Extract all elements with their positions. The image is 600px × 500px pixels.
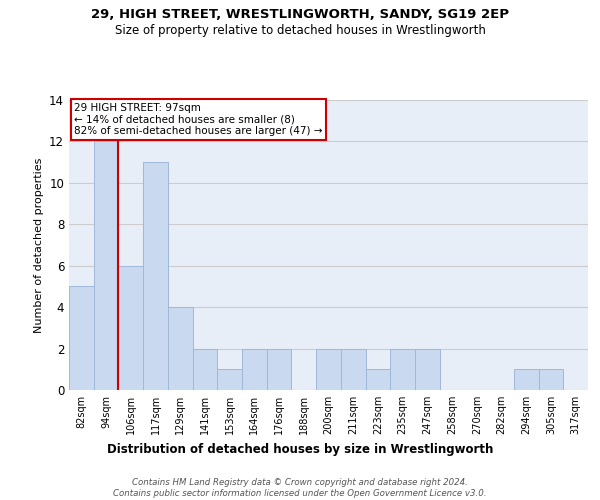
Bar — [365, 370, 390, 390]
Text: 29, HIGH STREET, WRESTLINGWORTH, SANDY, SG19 2EP: 29, HIGH STREET, WRESTLINGWORTH, SANDY, … — [91, 8, 509, 20]
Bar — [267, 348, 292, 390]
Bar — [514, 370, 539, 390]
Bar — [390, 348, 415, 390]
Bar — [168, 307, 193, 390]
Bar — [118, 266, 143, 390]
Bar — [341, 348, 365, 390]
Text: 29 HIGH STREET: 97sqm
← 14% of detached houses are smaller (8)
82% of semi-detac: 29 HIGH STREET: 97sqm ← 14% of detached … — [74, 103, 323, 136]
Bar — [316, 348, 341, 390]
Text: Size of property relative to detached houses in Wrestlingworth: Size of property relative to detached ho… — [115, 24, 485, 37]
Bar — [217, 370, 242, 390]
Text: Distribution of detached houses by size in Wrestlingworth: Distribution of detached houses by size … — [107, 442, 493, 456]
Bar — [242, 348, 267, 390]
Text: Contains HM Land Registry data © Crown copyright and database right 2024.
Contai: Contains HM Land Registry data © Crown c… — [113, 478, 487, 498]
Bar — [415, 348, 440, 390]
Bar — [193, 348, 217, 390]
Bar — [69, 286, 94, 390]
Bar — [143, 162, 168, 390]
Bar — [94, 142, 118, 390]
Bar — [539, 370, 563, 390]
Y-axis label: Number of detached properties: Number of detached properties — [34, 158, 44, 332]
